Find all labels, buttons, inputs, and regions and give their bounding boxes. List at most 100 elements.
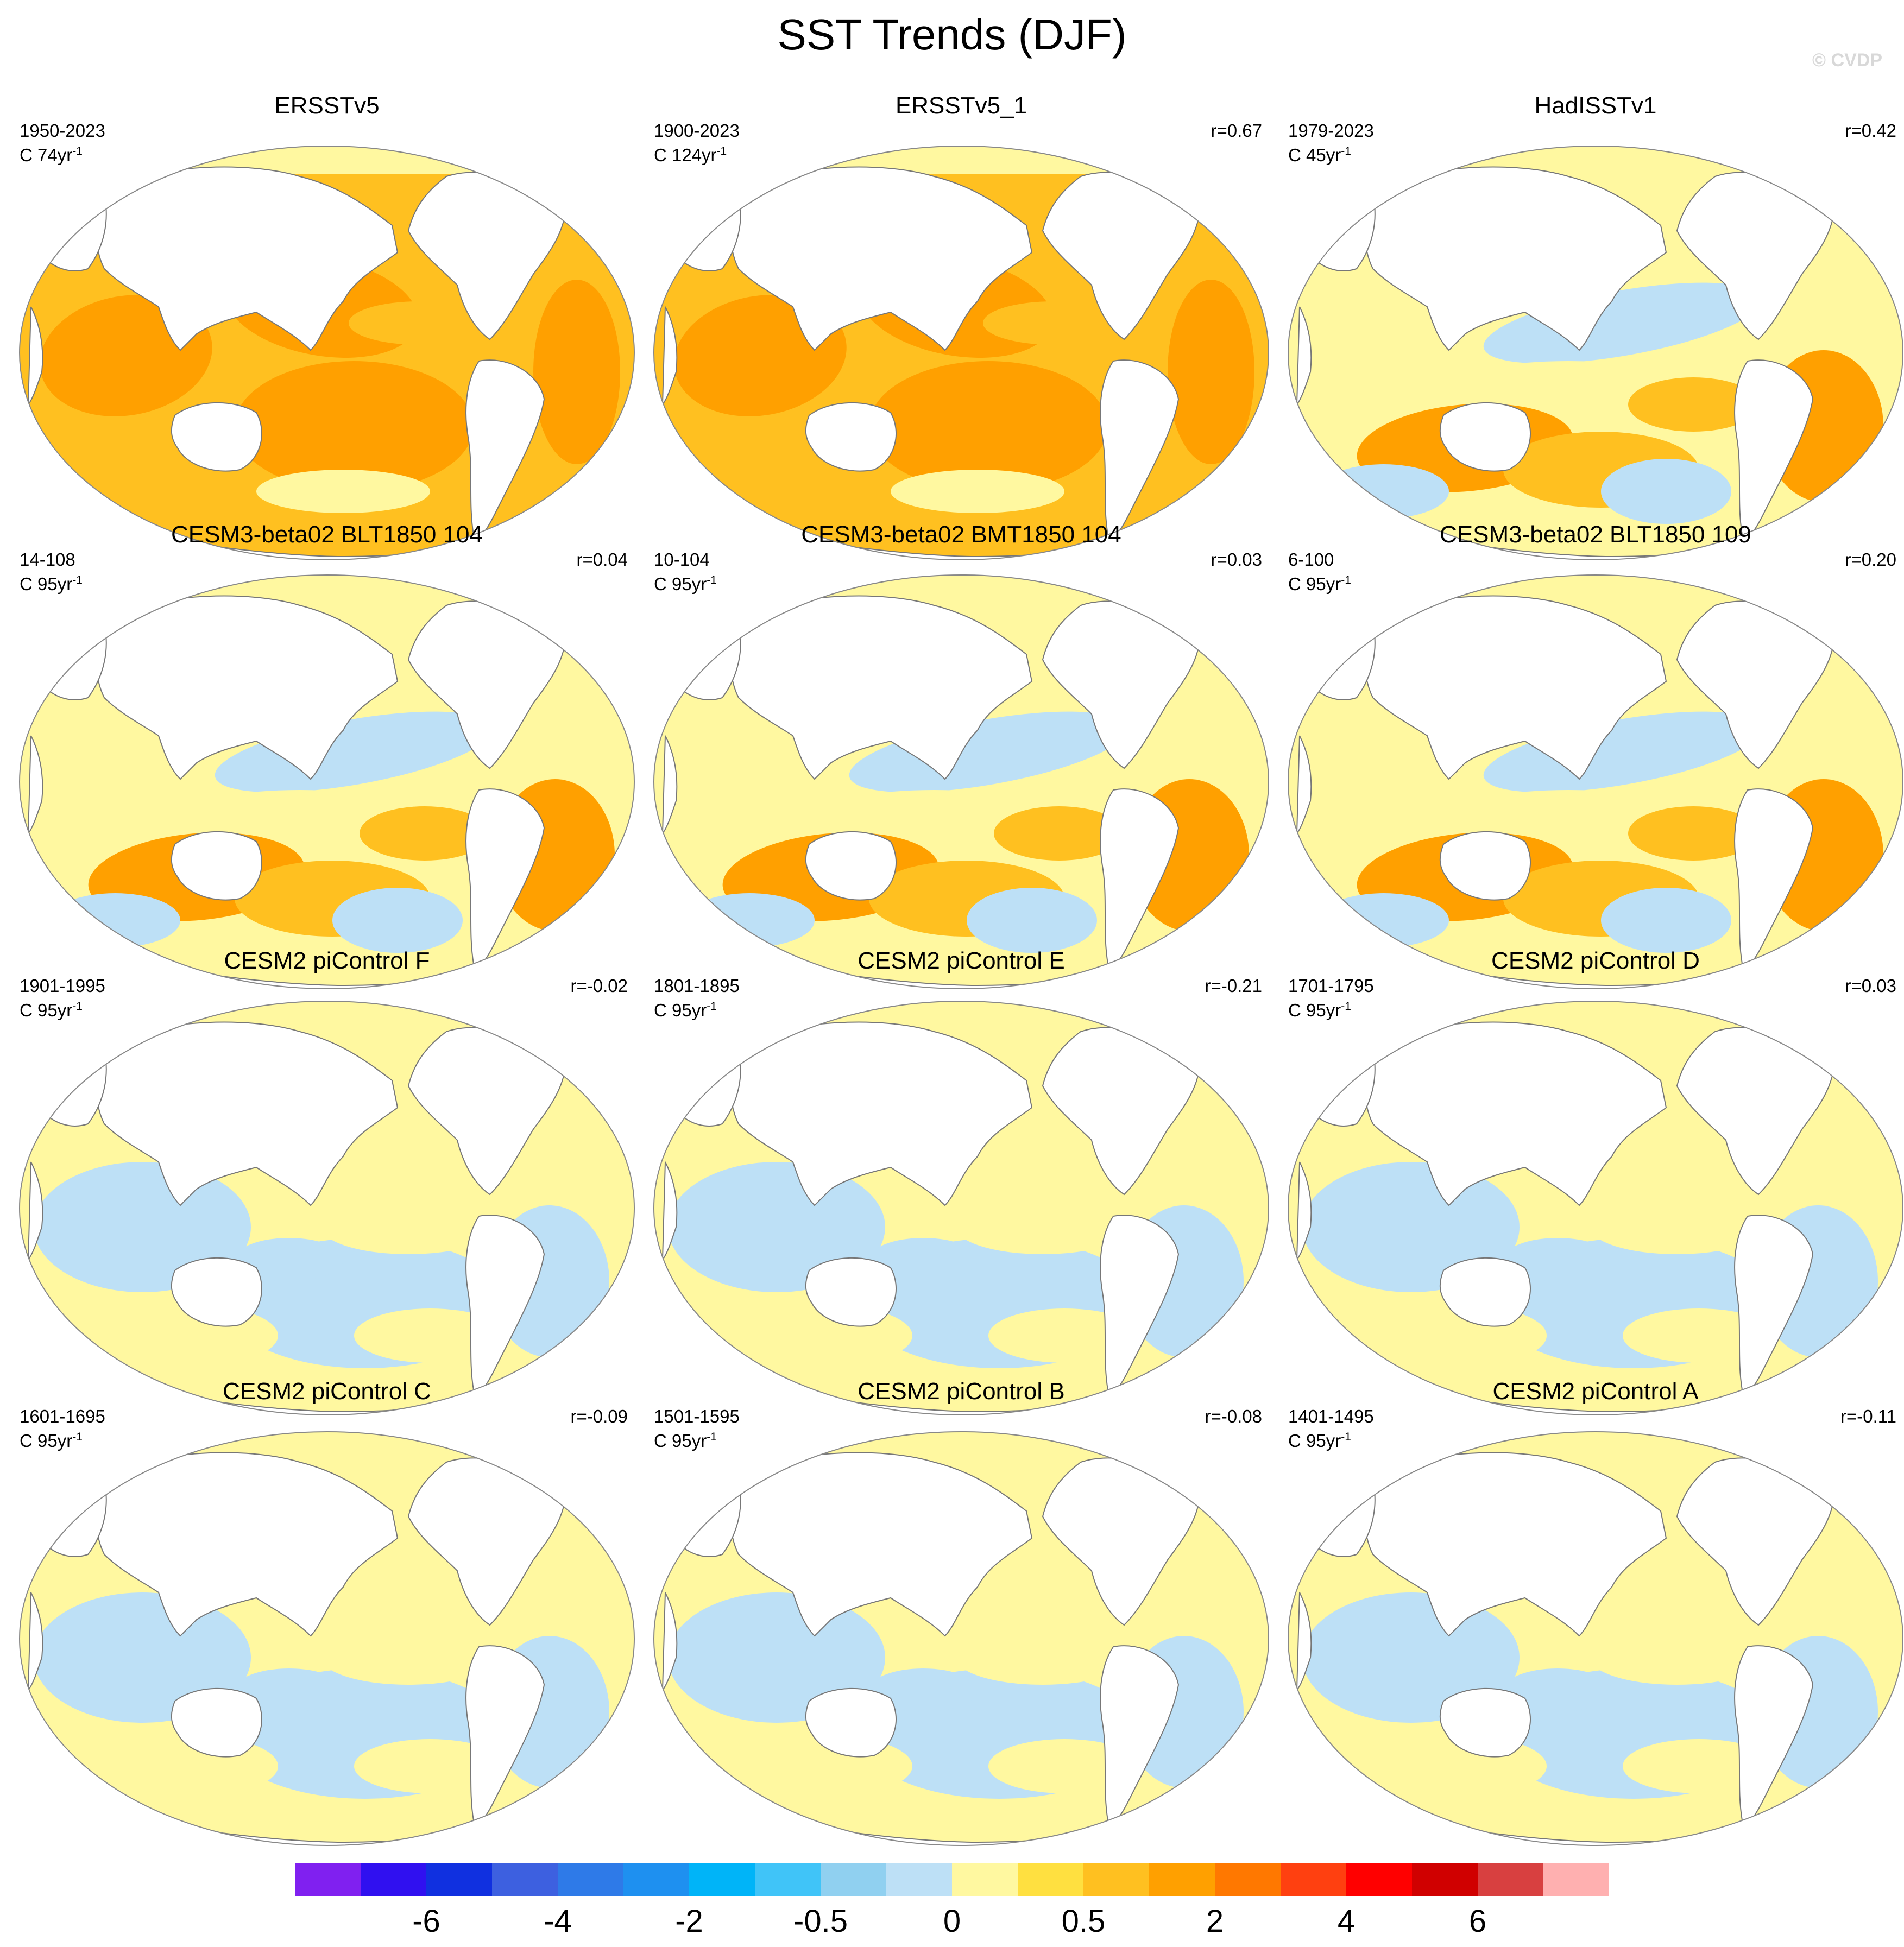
panel-correlation: r=-0.08 <box>1205 1406 1262 1426</box>
anomaly-region <box>1601 888 1731 953</box>
panel-period: 1950-2023 <box>20 121 105 141</box>
land-australia <box>171 402 262 472</box>
land-asia <box>96 166 399 351</box>
panel-title: CESM2 piControl E <box>858 947 1065 974</box>
panel-correlation: r=-0.02 <box>570 976 628 996</box>
anomaly-region <box>1628 377 1758 432</box>
land-africaEdge <box>27 735 43 835</box>
land-africaEdge <box>1296 735 1312 835</box>
colorbar-tick-label: 0 <box>943 1904 961 1939</box>
land-australia <box>805 831 897 901</box>
panel-period: 1401-1495 <box>1288 1406 1374 1426</box>
map-panel: ERSSTv5 1950-2023 C 74yr-1 <box>10 92 644 560</box>
anomaly-region <box>321 1630 495 1685</box>
colorbar-box <box>1478 1863 1543 1896</box>
anomaly-region <box>1503 1238 1612 1281</box>
panel-title: ERSSTv5 <box>274 92 380 119</box>
panel-period-label: 1601-1695 C 95yr-1 <box>20 1406 105 1451</box>
panel-correlation: r=0.42 <box>1845 121 1897 141</box>
anomaly-region <box>1590 1200 1764 1254</box>
panel-period-label: 1979-2023 C 45yr-1 <box>1288 121 1374 166</box>
panel-units-exponent: -1 <box>707 1431 717 1443</box>
anomaly-region <box>1623 1739 1775 1793</box>
land-asia <box>96 595 399 780</box>
panel-units-exponent: -1 <box>1341 1000 1351 1013</box>
panel-units: C 95yr <box>654 1431 707 1451</box>
land-africaEdge <box>27 1161 43 1261</box>
anomaly-region <box>34 1162 251 1292</box>
colorbar-box <box>295 1863 361 1896</box>
colorbar-box <box>1149 1863 1215 1896</box>
land-greenland <box>521 1442 594 1492</box>
panel-period-label: 1501-1595 C 95yr-1 <box>654 1406 740 1451</box>
panel-period: 1701-1795 <box>1288 976 1374 996</box>
colorbar-tick-label: -6 <box>412 1904 440 1939</box>
panel-period: 1900-2023 <box>654 121 740 141</box>
panel-units: C 95yr <box>20 1000 73 1020</box>
sst-trend-map <box>19 146 635 560</box>
arctic-band <box>654 1432 1269 1459</box>
panel-title: CESM2 piControl F <box>224 947 430 974</box>
anomaly-region <box>1302 1162 1520 1292</box>
panel-period-label: 1801-1895 C 95yr-1 <box>654 976 740 1021</box>
panel-title: CESM2 piControl B <box>858 1378 1065 1405</box>
anomaly-region <box>256 470 430 513</box>
land-greenland <box>1156 1442 1228 1492</box>
anomaly-region <box>1302 1592 1520 1723</box>
colorbar-box <box>1412 1863 1478 1896</box>
map-border <box>1288 1001 1903 1415</box>
anomaly-region <box>1483 282 1762 364</box>
map-panel: ERSSTv5_1 1900-2023 C 124yr-1 r=0.67 <box>644 92 1278 560</box>
colorbar-tick-label: 0.5 <box>1061 1904 1106 1939</box>
colorbar-box <box>558 1863 623 1896</box>
panel-correlation: r=0.03 <box>1845 976 1897 996</box>
land-asia <box>96 1021 399 1206</box>
land-australia <box>1439 831 1531 901</box>
panel-units: C 45yr <box>1288 145 1341 165</box>
map-border <box>653 1001 1269 1415</box>
land-australia <box>805 1687 897 1758</box>
anomaly-region <box>956 1200 1130 1254</box>
panel-units-exponent: -1 <box>707 1000 717 1013</box>
panel-period-label: 10-104 C 95yr-1 <box>654 549 717 595</box>
land-asia <box>1364 166 1667 351</box>
land-greenland <box>1790 585 1863 635</box>
sst-trend-map <box>19 1431 635 1846</box>
land-africaEdge <box>661 306 678 406</box>
panel-period-label: 1950-2023 C 74yr-1 <box>20 121 105 166</box>
land-africaEdge <box>1296 1592 1312 1692</box>
panel-units: C 95yr <box>1288 574 1341 594</box>
panel-period-label: 1701-1795 C 95yr-1 <box>1288 976 1374 1021</box>
anomaly-region <box>332 888 463 953</box>
anomaly-region <box>825 790 1043 833</box>
panel-units-exponent: -1 <box>707 574 717 586</box>
map-panel: CESM2 piControl A 1401-1495 C 95yr-1 r=-0.1… <box>1278 1378 1904 1846</box>
panel-title: CESM3-beta02 BLT1850 109 <box>1440 521 1751 548</box>
panel-period: 1601-1695 <box>20 1406 105 1426</box>
land-asia <box>1364 1452 1667 1637</box>
panel-period: 1501-1595 <box>654 1406 740 1426</box>
land-australia <box>1439 1257 1531 1327</box>
panel-period-label: 1401-1495 C 95yr-1 <box>1288 1406 1374 1451</box>
anomaly-region <box>869 1238 978 1281</box>
panel-units-exponent: -1 <box>72 574 83 586</box>
anomaly-region <box>869 361 1108 491</box>
panel-correlation: r=-0.09 <box>570 1406 628 1426</box>
land-africaEdge <box>661 1161 678 1261</box>
anomaly-region <box>235 361 474 491</box>
sst-trend-map <box>653 574 1269 989</box>
cvdp-watermark: © CVDP <box>1812 50 1882 71</box>
colorbar-box <box>1281 1863 1346 1896</box>
land-greenland <box>1790 1442 1863 1492</box>
land-greenland <box>1156 585 1228 635</box>
map-border <box>1288 146 1903 560</box>
anomaly-region <box>1319 893 1449 947</box>
anomaly-region <box>668 1592 885 1723</box>
colorbar-box <box>1018 1863 1083 1896</box>
map-border <box>19 146 635 560</box>
map-panel: CESM2 piControl F 1901-1995 C 95yr-1 r=-0.0… <box>10 947 644 1415</box>
panel-units: C 95yr <box>1288 1431 1341 1451</box>
map-border <box>1288 1431 1903 1846</box>
land-asia <box>1364 595 1667 780</box>
colorbar-tick-label: -0.5 <box>793 1904 848 1939</box>
